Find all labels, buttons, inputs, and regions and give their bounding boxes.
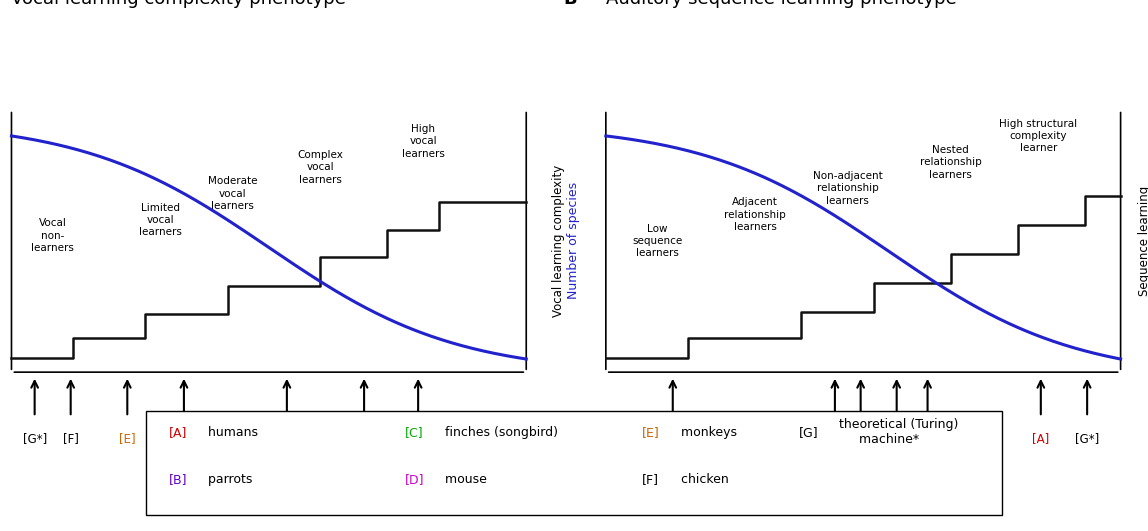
Text: chicken: chicken — [673, 473, 729, 486]
Text: Vocal learning complexity phenotype: Vocal learning complexity phenotype — [11, 0, 347, 8]
Text: Sequence learning
complexity: Sequence learning complexity — [1139, 186, 1148, 296]
Text: [G*]: [G*] — [1075, 432, 1100, 445]
Text: Moderate
vocal
learners: Moderate vocal learners — [208, 176, 257, 211]
FancyBboxPatch shape — [147, 412, 1001, 515]
Text: [F]: [F] — [63, 432, 78, 445]
Text: monkeys: monkeys — [673, 426, 737, 439]
Text: [A]: [A] — [169, 426, 187, 439]
Text: [B]: [B] — [169, 473, 187, 486]
Text: [G]: [G] — [799, 426, 819, 439]
Text: [C]: [C] — [887, 432, 906, 445]
Text: humans: humans — [201, 426, 258, 439]
Text: Vocal
non-
learners: Vocal non- learners — [31, 218, 75, 253]
Text: Vocal learning complexity: Vocal learning complexity — [551, 165, 565, 317]
Text: Nested
relationship
learners: Nested relationship learners — [920, 145, 982, 179]
Text: Low
sequence
learners: Low sequence learners — [633, 224, 682, 258]
Text: [D]: [D] — [825, 432, 844, 445]
Text: [G*]: [G*] — [23, 432, 47, 445]
Text: Non-adjacent
relationship
learners: Non-adjacent relationship learners — [813, 171, 883, 206]
Text: [C]: [C] — [278, 432, 296, 445]
Text: [B]: [B] — [356, 432, 373, 445]
Text: Number of species: Number of species — [567, 182, 581, 299]
Text: finches (songbird): finches (songbird) — [436, 426, 558, 439]
Text: High
vocal
learners: High vocal learners — [402, 124, 444, 159]
Text: Adjacent
relationship
learners: Adjacent relationship learners — [724, 197, 786, 232]
Text: [C]: [C] — [405, 426, 424, 439]
Text: [F]: [F] — [665, 432, 681, 445]
Text: [D]: [D] — [174, 432, 193, 445]
Text: Auditory sequence learning phenotype: Auditory sequence learning phenotype — [606, 0, 956, 8]
Text: [D]: [D] — [405, 473, 425, 486]
Text: [E]: [E] — [642, 426, 659, 439]
Text: mouse: mouse — [436, 473, 487, 486]
Text: [F]: [F] — [642, 473, 659, 486]
Text: [A]: [A] — [1032, 432, 1049, 445]
Text: B: B — [564, 0, 577, 8]
Text: theoretical (Turing)
       machine*: theoretical (Turing) machine* — [830, 418, 957, 447]
Text: parrots: parrots — [201, 473, 253, 486]
Text: [E]: [E] — [852, 432, 869, 445]
Text: Complex
vocal
learners: Complex vocal learners — [297, 150, 343, 185]
Text: [B]: [B] — [918, 432, 937, 445]
Text: [A]: [A] — [410, 432, 427, 445]
Text: [E]: [E] — [119, 432, 135, 445]
Text: Limited
vocal
learners: Limited vocal learners — [139, 202, 183, 237]
Text: High structural
complexity
learner: High structural complexity learner — [999, 118, 1077, 153]
